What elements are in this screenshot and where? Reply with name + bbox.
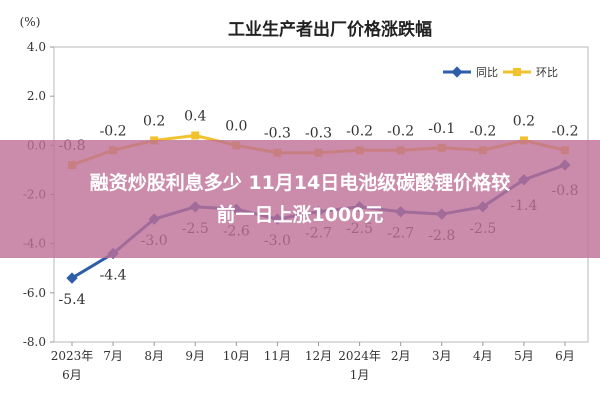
chart-title: 工业生产者出厂价格涨跌幅 [228, 19, 432, 40]
y-tick-label: 4.0 [27, 40, 46, 54]
x-tick-label: 11月 [264, 349, 291, 363]
y-tick-label: -6.0 [23, 286, 46, 300]
y-axis-unit: (%) [20, 15, 41, 29]
data-label-mom: -0.2 [387, 123, 414, 139]
data-label-mom: -0.2 [552, 123, 579, 139]
x-tick-label: 9月 [185, 349, 205, 363]
data-label-mom: -0.3 [264, 126, 291, 142]
x-tick-label: 2023年 [51, 349, 94, 363]
legend-label-mom: 环比 [536, 66, 558, 79]
data-label-mom: -0.1 [428, 121, 455, 137]
x-tick-label: 5月 [514, 349, 534, 363]
x-tick-label: 6月 [62, 368, 82, 382]
x-tick-label: 2024年 [338, 349, 381, 363]
legend: 同比 环比 [443, 66, 558, 79]
overlay-headline-line-1: 融资炒股利息多少 11月14日电池级碳酸锂价格较 [89, 172, 511, 194]
y-tick-label: 2.0 [27, 89, 46, 103]
x-tick-label: 4月 [473, 349, 493, 363]
x-axis: 2023年 6月 7月 8月 9月 10月 11月 12月 2024年 1月 2月 3月 4月 5月 6月 [51, 342, 575, 382]
data-label-mom: 0.2 [143, 113, 165, 129]
y-tick-label: -8.0 [23, 335, 46, 349]
x-tick-label: 3月 [432, 349, 452, 363]
data-point-mom [191, 131, 200, 140]
legend-marker-mom [513, 68, 521, 76]
data-label-mom: 0.0 [225, 118, 247, 134]
data-label-mom: -0.3 [305, 126, 332, 142]
overlay-headline-line-2: 前一日上涨1000元 [216, 204, 384, 226]
x-tick-label: 2月 [391, 349, 411, 363]
data-label-mom: -0.2 [346, 123, 373, 139]
data-label-yoy: -4.4 [100, 268, 127, 284]
x-tick-label: 8月 [144, 349, 164, 363]
data-label-mom: 0.4 [184, 109, 206, 125]
data-label-mom: -0.2 [469, 123, 496, 139]
x-tick-label: 12月 [305, 349, 332, 363]
x-tick-label: 6月 [555, 349, 575, 363]
legend-label-yoy: 同比 [476, 66, 498, 79]
x-tick-label: 7月 [103, 349, 123, 363]
data-label-mom: 0.2 [513, 113, 535, 129]
data-label-yoy: -5.4 [59, 292, 86, 308]
overlay-banner: 融资炒股利息多少 11月14日电池级碳酸锂价格较 前一日上涨1000元 [0, 140, 600, 258]
x-tick-label: 1月 [350, 368, 370, 382]
data-label-mom: -0.2 [100, 123, 127, 139]
x-tick-label: 10月 [223, 349, 250, 363]
legend-marker-yoy [451, 66, 463, 78]
